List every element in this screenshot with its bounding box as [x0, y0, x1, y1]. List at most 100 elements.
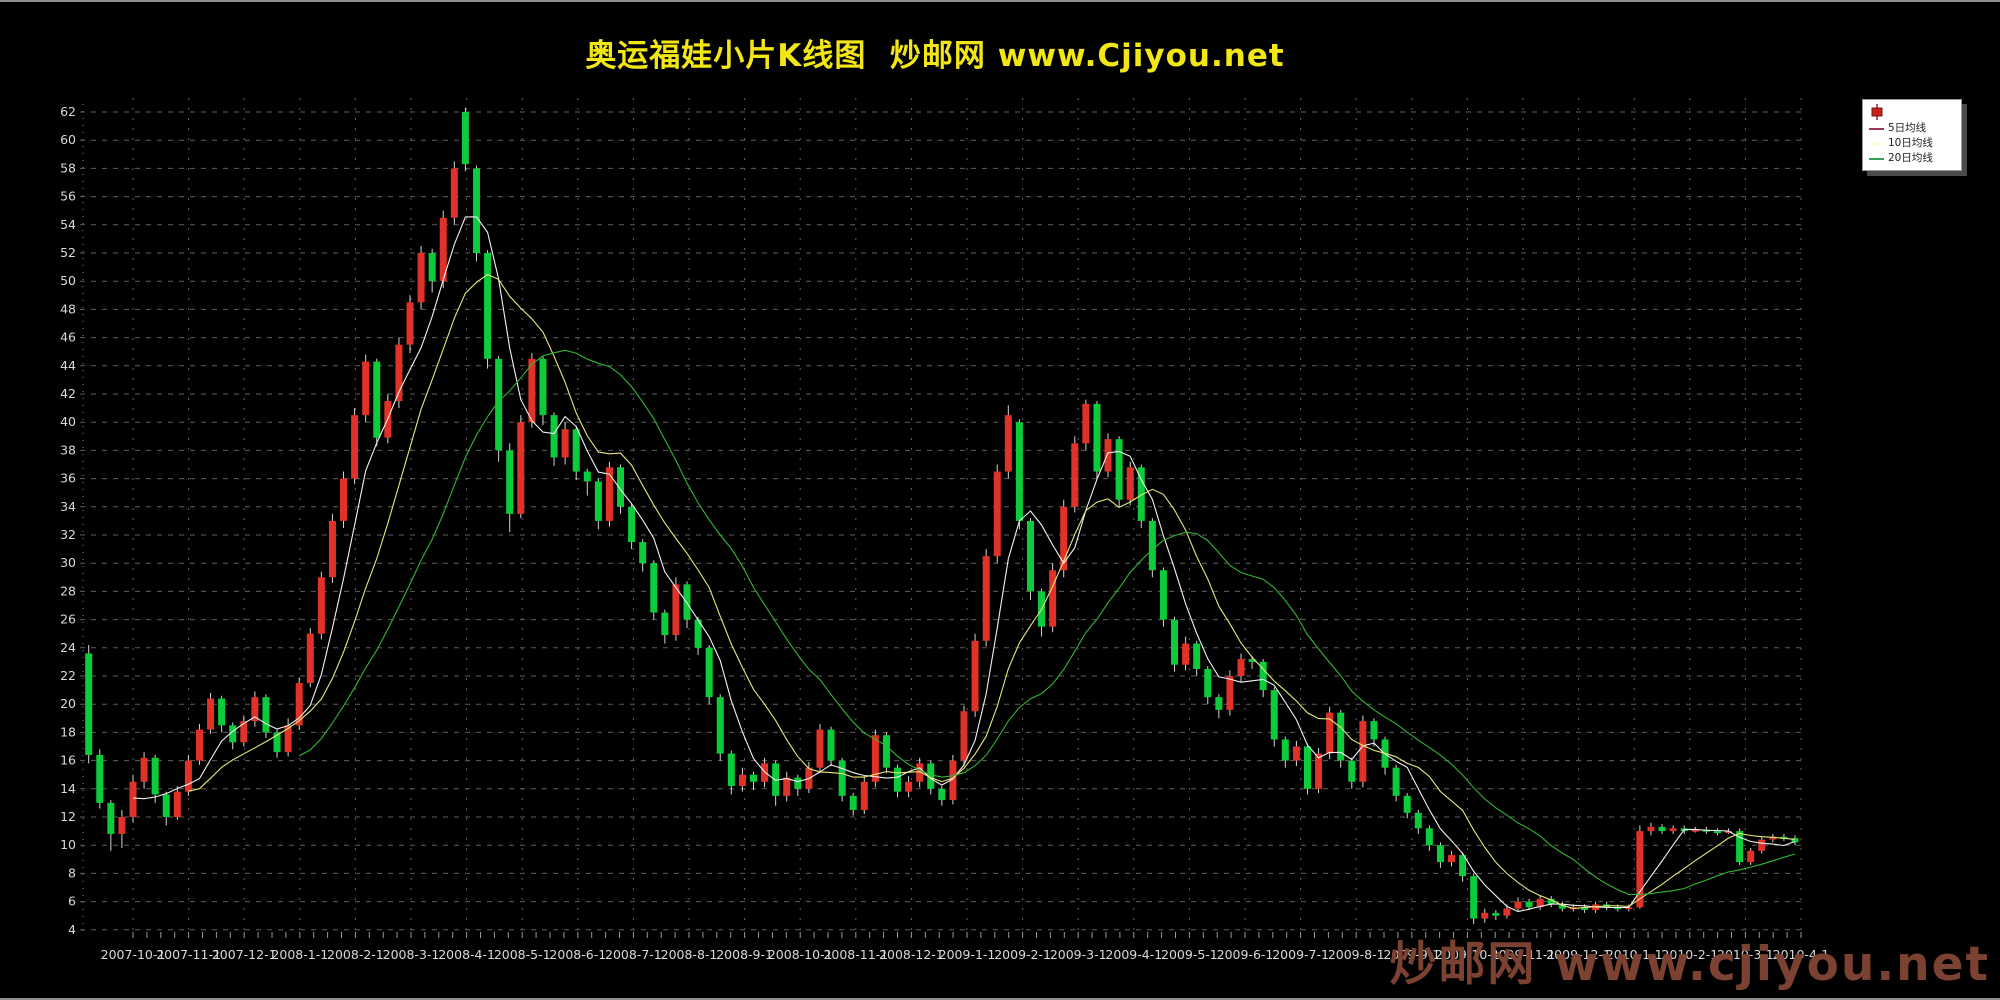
up-candle — [1060, 506, 1068, 571]
down-candle — [151, 757, 159, 795]
ma10-line-swatch — [1869, 142, 1884, 145]
up-candle — [1669, 828, 1677, 832]
down-candle — [550, 415, 558, 458]
down-candle — [495, 358, 503, 451]
down-candle — [882, 735, 890, 768]
up-candle — [982, 556, 990, 641]
up-candle — [905, 781, 913, 792]
x-axis-label: 2008-4-1 — [438, 947, 495, 962]
x-axis-label: 2008-1-1 — [271, 947, 328, 962]
down-candle — [1337, 712, 1345, 761]
up-candle — [860, 781, 868, 810]
x-axis-label: 2009-10-1 — [1435, 947, 1500, 962]
up-candle — [1126, 467, 1134, 500]
up-candle — [1758, 839, 1766, 851]
y-axis-label: 6 — [68, 894, 76, 909]
down-candle — [218, 698, 226, 726]
down-candle — [1470, 876, 1478, 919]
up-candle — [916, 763, 924, 782]
x-axis-label: 2007-12-1 — [212, 947, 277, 962]
ma20-line — [298, 349, 1796, 896]
x-axis: 2007-10-12007-11-12007-12-12008-1-12008-… — [101, 932, 1829, 962]
x-axis-label: 2009-3-1 — [1050, 947, 1107, 962]
y-axis-label: 10 — [60, 837, 76, 852]
down-candle — [1159, 570, 1167, 620]
up-candle — [340, 478, 348, 521]
up-candle — [417, 253, 425, 303]
up-candle — [561, 429, 569, 458]
down-candle — [639, 542, 647, 564]
y-axis-label: 46 — [60, 330, 76, 345]
down-candle — [1525, 901, 1533, 908]
ma20-line-swatch — [1869, 157, 1884, 160]
up-candle — [761, 763, 769, 782]
down-candle — [716, 697, 724, 754]
up-candle — [993, 471, 1001, 557]
down-candle — [1248, 659, 1256, 662]
y-axis-label: 40 — [60, 414, 76, 429]
down-candle — [506, 450, 514, 514]
down-candle — [1348, 760, 1356, 782]
up-candle — [406, 302, 414, 345]
up-candle — [240, 721, 248, 743]
up-candle — [1636, 831, 1644, 908]
up-candle — [528, 358, 536, 423]
y-axis-label: 48 — [60, 301, 76, 316]
up-candle — [184, 760, 192, 792]
x-axis-label: 2008-9-1 — [716, 947, 773, 962]
down-candle — [849, 795, 857, 810]
down-candle — [1093, 403, 1101, 472]
x-axis-label: 2008-8-1 — [661, 947, 718, 962]
x-axis-label: 2009-1-1 — [939, 947, 996, 962]
y-axis-label: 44 — [60, 358, 76, 373]
up-candle — [328, 520, 336, 578]
up-candle — [295, 683, 303, 726]
ma-legend: 5日均线 10日均线 20日均线 — [1862, 99, 1962, 171]
ma5-line — [132, 216, 1796, 913]
legend-label-ma5: 5日均线 — [1888, 122, 1927, 134]
up-candle — [1481, 912, 1489, 919]
down-candle — [85, 653, 93, 755]
down-candle — [428, 253, 436, 282]
x-axis-label: 2008-3-1 — [383, 947, 440, 962]
down-candle — [1026, 520, 1034, 592]
y-axis-label: 14 — [60, 781, 76, 796]
up-candle — [1292, 746, 1300, 761]
x-axis-label: 2008-2-1 — [327, 947, 384, 962]
down-candle — [1580, 907, 1588, 911]
down-candle — [583, 471, 591, 482]
up-candle — [351, 415, 359, 479]
down-candle — [1259, 661, 1267, 691]
down-candle — [1303, 746, 1311, 789]
down-candle — [1614, 907, 1622, 910]
down-candle — [594, 481, 602, 521]
ma5-line-swatch — [1869, 127, 1884, 130]
up-candle — [605, 467, 613, 521]
down-candle — [794, 777, 802, 789]
down-candle — [107, 802, 115, 834]
up-candle — [306, 633, 314, 684]
down-candle — [472, 168, 480, 253]
down-candle — [1558, 904, 1566, 909]
y-axis-label: 22 — [60, 668, 76, 683]
up-candle — [672, 584, 680, 636]
down-candle — [1780, 836, 1788, 839]
y-axis-label: 20 — [60, 696, 76, 711]
x-axis-label: 2007-11-1 — [156, 947, 221, 962]
legend-item-ma10: 10日均线 — [1869, 136, 1957, 151]
down-candle — [1658, 826, 1666, 832]
down-candle — [1403, 795, 1411, 813]
down-candle — [694, 619, 702, 648]
down-candle — [1414, 812, 1422, 829]
x-axis-label: 2009-6-1 — [1217, 947, 1274, 962]
x-axis-label: 2008-7-1 — [605, 947, 662, 962]
up-candle — [960, 711, 968, 761]
y-axis-label: 12 — [60, 809, 76, 824]
y-axis-label: 38 — [60, 442, 76, 457]
legend-label-ma20: 20日均线 — [1888, 152, 1933, 164]
down-candle — [683, 584, 691, 620]
ma10-line — [188, 273, 1796, 909]
down-candle — [572, 429, 580, 472]
